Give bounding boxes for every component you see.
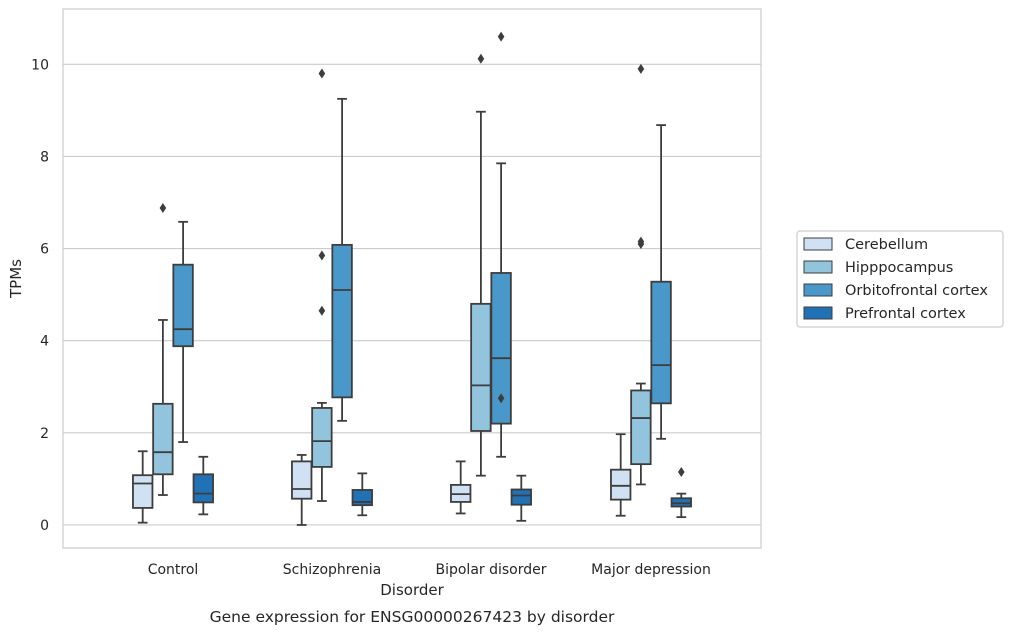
y-tick-label: 0 bbox=[40, 518, 49, 534]
outlier-point bbox=[318, 250, 326, 261]
iqr-box bbox=[311, 407, 333, 468]
iqr-box bbox=[490, 272, 512, 425]
iqr-box bbox=[670, 497, 692, 508]
y-tick-label: 8 bbox=[40, 149, 49, 165]
legend-swatch bbox=[803, 260, 833, 274]
outlier-point bbox=[637, 236, 645, 247]
iqr-box bbox=[291, 460, 313, 500]
y-tick-label: 2 bbox=[40, 426, 49, 442]
iqr-box bbox=[630, 389, 652, 466]
y-tick-label: 10 bbox=[31, 57, 49, 73]
outlier-point bbox=[477, 53, 485, 64]
box-cerebellum bbox=[450, 460, 472, 515]
box-orbitofrontal-cortex bbox=[650, 124, 672, 440]
box-cerebellum bbox=[610, 433, 632, 517]
box-orbitofrontal-cortex bbox=[331, 97, 353, 422]
legend-frame bbox=[796, 230, 1004, 328]
box-prefrontal-cortex bbox=[351, 472, 373, 517]
outlier-point bbox=[637, 63, 645, 74]
legend-label: Orbitofrontal cortex bbox=[845, 283, 988, 299]
outlier-point bbox=[159, 203, 167, 214]
box-orbitofrontal-cortex bbox=[172, 220, 194, 443]
y-axis-ticks: 0 2 4 6 8 10 bbox=[31, 57, 49, 534]
box-hipppocampus bbox=[152, 203, 174, 496]
legend-label: Prefrontal cortex bbox=[845, 306, 966, 322]
plot-area-frame bbox=[62, 8, 762, 549]
box-hipppocampus bbox=[470, 53, 492, 477]
box-hipppocampus bbox=[630, 63, 652, 486]
box-layer bbox=[132, 31, 692, 526]
outlier-point bbox=[318, 68, 326, 79]
legend-label: Cerebellum bbox=[845, 237, 928, 253]
iqr-box bbox=[132, 474, 154, 509]
chart-caption: Gene expression for ENSG00000267423 by d… bbox=[210, 608, 615, 626]
y-axis-title: TPMs bbox=[7, 259, 25, 299]
x-axis-ticks: Control Schizophrenia Bipolar disorder Majo… bbox=[148, 562, 711, 578]
outlier-point bbox=[318, 305, 326, 316]
x-tick-label: Major depression bbox=[591, 562, 711, 578]
outlier-point bbox=[497, 393, 505, 404]
iqr-box bbox=[470, 302, 492, 432]
box-prefrontal-cortex bbox=[510, 474, 532, 522]
box-orbitofrontal-cortex bbox=[490, 31, 512, 458]
iqr-box bbox=[331, 243, 353, 399]
iqr-box bbox=[351, 489, 373, 507]
iqr-box bbox=[610, 468, 632, 501]
box-hipppocampus bbox=[311, 68, 333, 502]
iqr-box bbox=[510, 488, 532, 506]
iqr-box bbox=[152, 402, 174, 476]
x-tick-label: Control bbox=[148, 562, 199, 578]
box-prefrontal-cortex bbox=[192, 455, 214, 516]
outlier-point bbox=[497, 31, 505, 42]
legend-swatch bbox=[803, 237, 833, 251]
x-axis-title: Disorder bbox=[380, 581, 444, 599]
legend-swatch bbox=[803, 283, 833, 297]
y-tick-label: 6 bbox=[40, 242, 49, 258]
iqr-box bbox=[172, 263, 194, 348]
y-tick-label: 4 bbox=[40, 334, 49, 350]
iqr-box bbox=[192, 473, 214, 504]
iqr-box bbox=[650, 280, 672, 405]
box-prefrontal-cortex bbox=[670, 466, 692, 519]
legend-swatch bbox=[803, 306, 833, 320]
legend: Cerebellum Hipppocampus Orbitofrontal cort… bbox=[796, 230, 1004, 328]
box-cerebellum bbox=[291, 454, 313, 526]
legend-label: Hipppocampus bbox=[845, 260, 953, 276]
outlier-point bbox=[678, 466, 685, 477]
x-tick-label: Bipolar disorder bbox=[435, 562, 546, 578]
box-cerebellum bbox=[132, 450, 154, 524]
x-tick-label: Schizophrenia bbox=[283, 562, 381, 578]
